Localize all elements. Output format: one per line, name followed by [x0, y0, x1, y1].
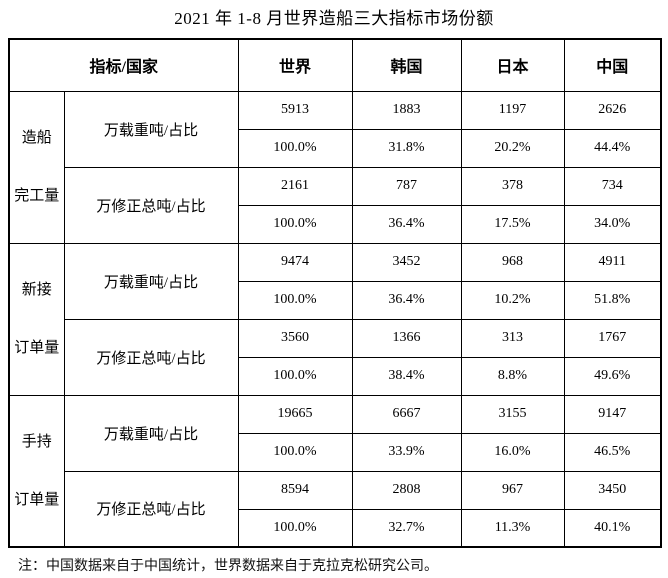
metric-label: 万载重吨/占比 — [63, 90, 239, 168]
share-cell: 20.2% — [460, 128, 565, 168]
value-cell: 4911 — [563, 242, 662, 282]
share-cell: 38.4% — [351, 356, 462, 396]
share-cell: 44.4% — [563, 128, 662, 168]
share-cell: 100.0% — [237, 128, 353, 168]
share-cell: 16.0% — [460, 432, 565, 472]
table-row: 100.0% 36.4% 17.5% 34.0% — [9, 204, 662, 244]
market-share-table: 指标/国家 世界 韩国 日本 中国 造船 完工量 万载重吨/占比 5913 18… — [8, 38, 663, 548]
metric-label: 万修正总吨/占比 — [63, 318, 239, 396]
metric-label: 万修正总吨/占比 — [63, 470, 239, 548]
value-cell: 3450 — [563, 470, 662, 510]
table-row: 手持 订单量 万载重吨/占比 19665 6667 3155 9147 — [8, 394, 662, 548]
value-cell: 1767 — [563, 318, 662, 358]
value-cell: 734 — [563, 166, 662, 206]
value-cell: 3560 — [237, 318, 353, 358]
table-row: 100.0% 31.8% 20.2% 44.4% — [9, 128, 662, 168]
value-cell: 8594 — [237, 470, 353, 510]
value-cell: 313 — [460, 318, 565, 358]
value-cell: 9474 — [237, 242, 353, 282]
value-cell: 19665 — [237, 394, 353, 434]
table-row: 100.0% 38.4% 8.8% 49.6% — [9, 356, 662, 396]
table-row: 万修正总吨/占比 3560 1366 313 1767 — [9, 318, 662, 396]
value-cell: 967 — [460, 470, 565, 510]
share-cell: 46.5% — [563, 432, 662, 472]
share-cell: 100.0% — [237, 356, 353, 396]
value-cell: 2626 — [563, 90, 662, 130]
corner-header: 指标/国家 — [8, 38, 239, 92]
share-cell: 40.1% — [563, 508, 662, 548]
share-cell: 8.8% — [460, 356, 565, 396]
value-cell: 1883 — [351, 90, 462, 130]
table-row: 100.0% 36.4% 10.2% 51.8% — [9, 280, 662, 320]
share-cell: 32.7% — [351, 508, 462, 548]
value-cell: 1197 — [460, 90, 565, 130]
share-cell: 51.8% — [563, 280, 662, 320]
share-cell: 34.0% — [563, 204, 662, 244]
value-cell: 787 — [351, 166, 462, 206]
share-cell: 100.0% — [237, 204, 353, 244]
source-note: 注：中国数据来自于中国统计，世界数据来自于克拉克松研究公司。 — [18, 559, 438, 574]
table-row: 100.0% 33.9% 16.0% 46.5% — [9, 432, 662, 472]
value-cell: 2808 — [351, 470, 462, 510]
value-cell: 2161 — [237, 166, 353, 206]
table-row: 万修正总吨/占比 8594 2808 967 3450 — [9, 470, 662, 548]
share-cell: 31.8% — [351, 128, 462, 168]
table-row: 100.0% 32.7% 11.3% 40.1% — [9, 508, 662, 548]
value-cell: 5913 — [237, 90, 353, 130]
group-label-new-orders: 新接 订单量 — [8, 242, 65, 396]
value-cell: 3155 — [460, 394, 565, 434]
page-title: 2021 年 1-8 月世界造船三大指标市场份额 — [174, 9, 494, 28]
share-cell: 36.4% — [351, 280, 462, 320]
col-header-korea: 韩国 — [351, 38, 462, 92]
share-cell: 100.0% — [237, 432, 353, 472]
value-cell: 9147 — [563, 394, 662, 434]
share-cell: 11.3% — [460, 508, 565, 548]
table-header-row: 指标/国家 世界 韩国 日本 中国 — [8, 38, 662, 92]
table-row: 新接 订单量 万载重吨/占比 9474 3452 968 4911 — [8, 242, 662, 396]
metric-label: 万载重吨/占比 — [63, 242, 239, 320]
value-cell: 6667 — [351, 394, 462, 434]
share-cell: 17.5% — [460, 204, 565, 244]
share-cell: 100.0% — [237, 280, 353, 320]
share-cell: 33.9% — [351, 432, 462, 472]
metric-label: 万修正总吨/占比 — [63, 166, 239, 244]
value-cell: 3452 — [351, 242, 462, 282]
table-row: 万修正总吨/占比 2161 787 378 734 — [9, 166, 662, 244]
value-cell: 968 — [460, 242, 565, 282]
col-header-japan: 日本 — [460, 38, 565, 92]
share-cell: 36.4% — [351, 204, 462, 244]
share-cell: 100.0% — [237, 508, 353, 548]
share-cell: 10.2% — [460, 280, 565, 320]
group-label-order-backlog: 手持 订单量 — [8, 394, 65, 548]
group-label-completions: 造船 完工量 — [8, 90, 65, 244]
metric-label: 万载重吨/占比 — [63, 394, 239, 472]
col-header-world: 世界 — [237, 38, 353, 92]
share-cell: 49.6% — [563, 356, 662, 396]
value-cell: 1366 — [351, 318, 462, 358]
table-row: 造船 完工量 万载重吨/占比 5913 1883 1197 2626 — [8, 90, 662, 244]
value-cell: 378 — [460, 166, 565, 206]
col-header-china: 中国 — [563, 38, 662, 92]
